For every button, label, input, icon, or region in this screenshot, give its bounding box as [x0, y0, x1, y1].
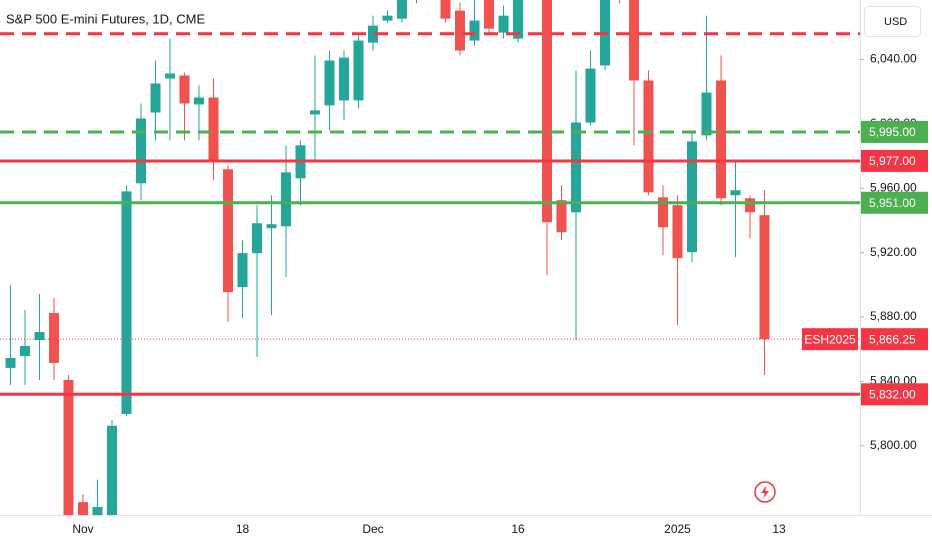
x-tick-label: 16 — [511, 522, 525, 536]
candle-body — [208, 97, 219, 161]
candle-body — [745, 198, 755, 213]
candle-body — [556, 200, 567, 233]
x-tick-label: 18 — [236, 522, 250, 536]
symbol-badge — [802, 328, 858, 351]
candle-body — [469, 20, 480, 41]
candle-body — [716, 80, 726, 199]
time-axis: Nov 18 Dec 16 2025 13 — [72, 522, 786, 536]
candle-body — [730, 190, 741, 196]
level-badge — [861, 120, 928, 143]
candle-body — [252, 223, 262, 254]
candle-body — [658, 197, 668, 228]
candle-body — [687, 141, 697, 253]
candle-body — [484, 0, 494, 29]
currency-label[interactable]: USD — [884, 16, 907, 28]
level-label: 5,995.00 — [869, 125, 916, 139]
candle-body — [194, 97, 204, 105]
lightning-icon[interactable] — [754, 481, 776, 503]
candle-body — [368, 25, 378, 43]
candle-body — [179, 75, 190, 104]
candle-body — [498, 15, 509, 33]
candle-body — [223, 169, 233, 293]
y-tick-label: 6,040.00 — [870, 52, 917, 66]
candle-body — [136, 118, 146, 184]
candle-body — [672, 205, 683, 259]
candle-body — [339, 57, 349, 101]
candle-body — [585, 68, 596, 123]
y-tick-label: 5,960.00 — [870, 180, 917, 194]
last-price-badge — [861, 328, 928, 351]
candle-body — [165, 73, 175, 79]
candle-body — [353, 40, 364, 101]
level-badge — [861, 383, 928, 406]
candle-body — [759, 215, 770, 340]
candle-body — [629, 0, 639, 81]
candle-body — [643, 80, 654, 193]
title-background — [0, 8, 206, 32]
chart-title: S&P 500 E-mini Futures, 1D, CME — [6, 11, 205, 26]
level-badge — [861, 191, 928, 214]
candle-body — [310, 110, 320, 115]
candle-body — [571, 122, 581, 213]
candle-body — [281, 172, 291, 227]
plot-area — [0, 0, 860, 515]
candle-body — [150, 83, 161, 113]
candle-body — [5, 357, 16, 368]
x-tick-label: Nov — [72, 522, 93, 536]
level-label: 5,951.00 — [869, 196, 916, 210]
candle-body — [107, 425, 117, 515]
currency-button[interactable] — [864, 6, 921, 37]
candle-body — [121, 191, 132, 414]
level-badge — [861, 149, 928, 172]
candle-body — [63, 379, 74, 515]
candle-body — [382, 15, 393, 21]
candle-body — [440, 0, 451, 19]
candle-body — [49, 313, 59, 363]
candle-body — [20, 346, 30, 356]
candle-body — [701, 92, 712, 136]
candle-body — [266, 224, 277, 229]
level-label: 5,977.00 — [869, 154, 916, 168]
candle-body — [397, 0, 407, 19]
x-tick-label: Dec — [362, 522, 383, 536]
candle-body — [92, 506, 103, 515]
candle-body — [324, 60, 335, 106]
candle-body — [513, 0, 523, 39]
candle-body — [34, 332, 45, 341]
y-tick-label: 5,880.00 — [870, 309, 917, 323]
candle-body — [455, 10, 465, 51]
symbol-label: ESH2025 — [804, 332, 856, 346]
x-tick-label: 2025 — [664, 522, 691, 536]
candle-body — [78, 502, 88, 515]
y-tick-label: 5,920.00 — [870, 245, 917, 259]
last-price-label: 5,866.25 — [869, 332, 916, 346]
x-tick-label: 13 — [772, 522, 786, 536]
y-tick-label: 5,800.00 — [870, 438, 917, 452]
candle-body — [237, 253, 248, 288]
candle-body — [542, 0, 552, 223]
level-label: 5,832.00 — [869, 387, 916, 401]
